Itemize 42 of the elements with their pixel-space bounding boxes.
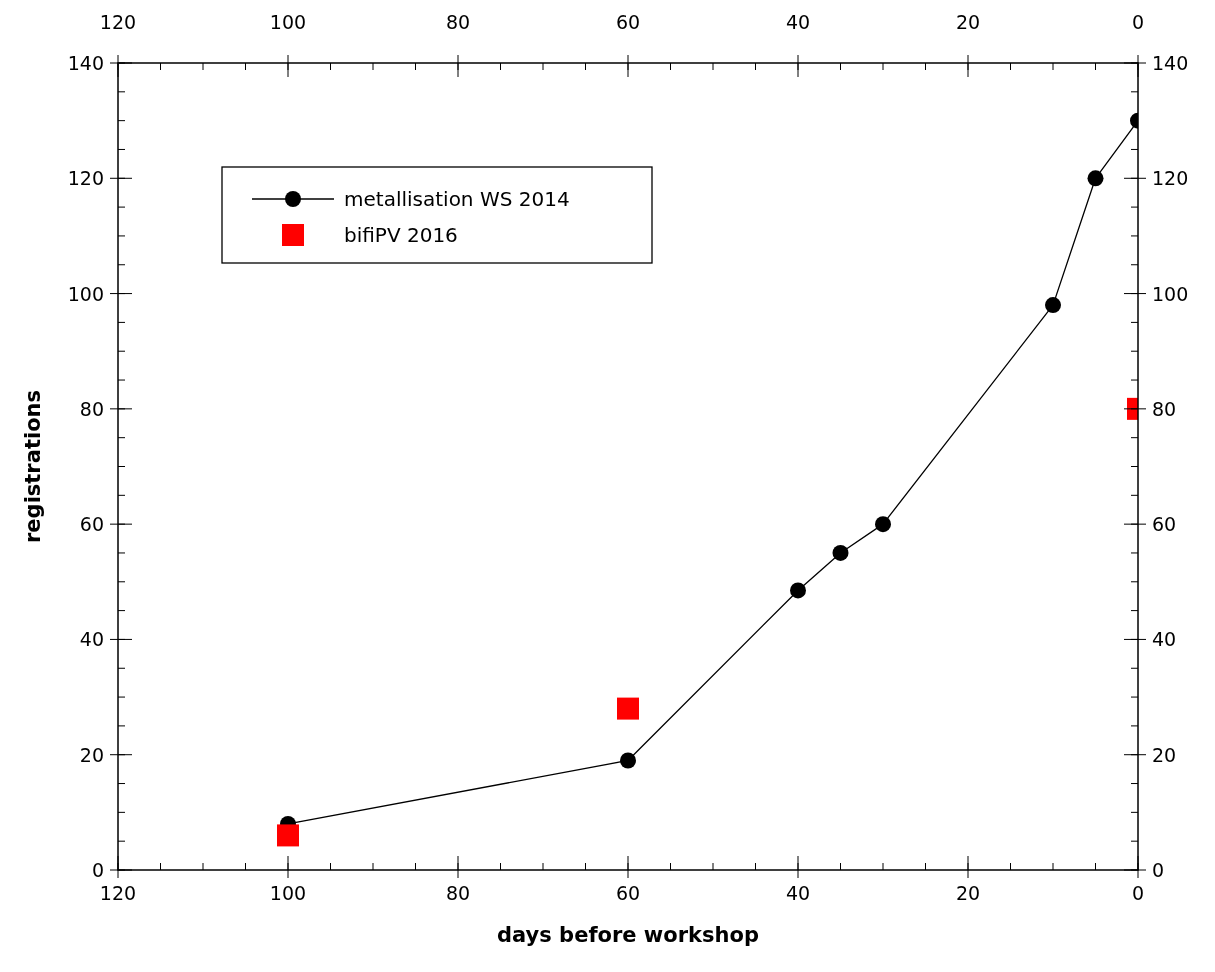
- x-tick-label: 100: [269, 882, 307, 904]
- x2-tick-label: 40: [785, 11, 811, 33]
- x-tick-label: 80: [445, 882, 471, 904]
- y-tick-label: 60: [79, 513, 104, 536]
- y2-tick-label: 40: [1152, 628, 1177, 651]
- legend-label: bifiPV 2016: [344, 223, 458, 247]
- point: [832, 544, 849, 561]
- y2-tick-label: 100: [1152, 282, 1189, 305]
- y2-tick-label: 20: [1152, 743, 1177, 766]
- point: [617, 697, 639, 720]
- x-tick-label: 0: [1131, 882, 1145, 904]
- y2-tick-label: 120: [1152, 167, 1189, 190]
- y-tick-label: 40: [79, 628, 104, 651]
- point: [620, 752, 636, 769]
- x2-tick-label: 80: [445, 11, 471, 33]
- y2-tick-label: 0: [1152, 859, 1165, 881]
- y-tick-label: 120: [67, 167, 104, 190]
- x-axis-title: days before workshop: [497, 923, 759, 947]
- x-tick-label: 20: [955, 882, 981, 904]
- x2-tick-label: 120: [99, 11, 137, 33]
- y2-tick-label: 140: [1152, 52, 1189, 74]
- x-tick-label: 40: [785, 882, 811, 904]
- y-tick-label: 0: [91, 859, 104, 881]
- x2-tick-label: 100: [269, 11, 307, 33]
- x-tick-label: 120: [99, 882, 137, 904]
- point: [1045, 297, 1061, 314]
- y-tick-label: 20: [79, 743, 104, 766]
- legend-label: metallisation WS 2014: [344, 187, 570, 211]
- x2-tick-label: 0: [1131, 11, 1145, 33]
- point: [790, 582, 806, 599]
- point: [1087, 170, 1104, 187]
- x-tick-label: 60: [615, 882, 641, 904]
- y-axis-title: registrations: [21, 389, 45, 544]
- point: [875, 516, 891, 533]
- y2-tick-label: 60: [1152, 513, 1177, 536]
- y-tick-label: 100: [67, 282, 104, 305]
- y-tick-label: 140: [67, 52, 104, 74]
- x2-tick-label: 60: [615, 11, 641, 33]
- y-tick-label: 80: [79, 397, 104, 420]
- point: [277, 824, 299, 847]
- x2-tick-label: 20: [955, 11, 981, 33]
- y2-tick-label: 80: [1152, 397, 1177, 420]
